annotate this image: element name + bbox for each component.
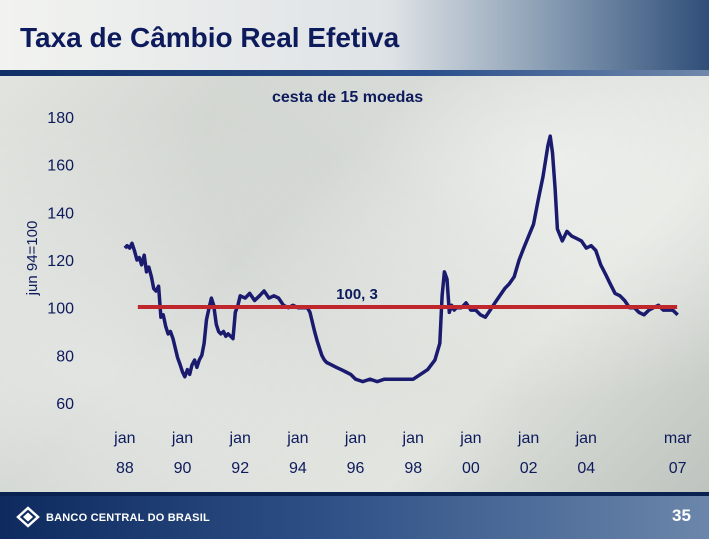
footer-band <box>0 496 709 539</box>
x-tick-label-top: jan <box>113 430 135 447</box>
x-tick-label-top: jan <box>171 430 193 447</box>
y-tick-label: 120 <box>47 253 74 270</box>
x-tick-label-top: jan <box>286 430 308 447</box>
y-tick-label: 60 <box>56 396 74 413</box>
x-tick-label-bottom: 88 <box>116 460 134 477</box>
slide-title: Taxa de Câmbio Real Efetiva <box>20 22 400 53</box>
page-number: 35 <box>672 506 691 525</box>
x-tick-label-top: jan <box>402 430 424 447</box>
chart-subtitle: cesta de 15 moedas <box>272 89 424 106</box>
x-tick-label-top: jan <box>517 430 539 447</box>
y-tick-label: 80 <box>56 348 74 365</box>
x-tick-label-bottom: 07 <box>669 460 687 477</box>
x-tick-label-top: mar <box>664 430 692 447</box>
footer-rule <box>0 492 709 496</box>
x-tick-label-top: jan <box>229 430 251 447</box>
x-tick-label-bottom: 98 <box>404 460 422 477</box>
y-tick-label: 160 <box>47 158 74 175</box>
y-axis-label: jun 94=100 <box>24 221 41 297</box>
header-rule <box>0 70 709 76</box>
reference-line-label: 100, 3 <box>336 286 378 303</box>
x-tick-label-top: jan <box>459 430 481 447</box>
bank-logo-icon <box>16 506 40 528</box>
header-band <box>0 0 709 72</box>
series-line <box>123 134 679 384</box>
x-tick-label-bottom: 04 <box>577 460 595 477</box>
x-tick-label-bottom: 92 <box>231 460 249 477</box>
x-tick-label-bottom: 02 <box>520 460 538 477</box>
x-tick-label-top: jan <box>344 430 366 447</box>
y-tick-label: 180 <box>47 110 74 127</box>
x-tick-label-bottom: 94 <box>289 460 307 477</box>
footer-logo-text: BANCO CENTRAL DO BRASIL <box>46 512 210 524</box>
x-tick-label-bottom: 96 <box>347 460 365 477</box>
y-tick-label: 140 <box>47 205 74 222</box>
y-tick-label: 100 <box>47 301 74 318</box>
x-tick-label-bottom: 90 <box>174 460 192 477</box>
x-tick-label-bottom: 00 <box>462 460 480 477</box>
x-tick-label-top: jan <box>575 430 597 447</box>
